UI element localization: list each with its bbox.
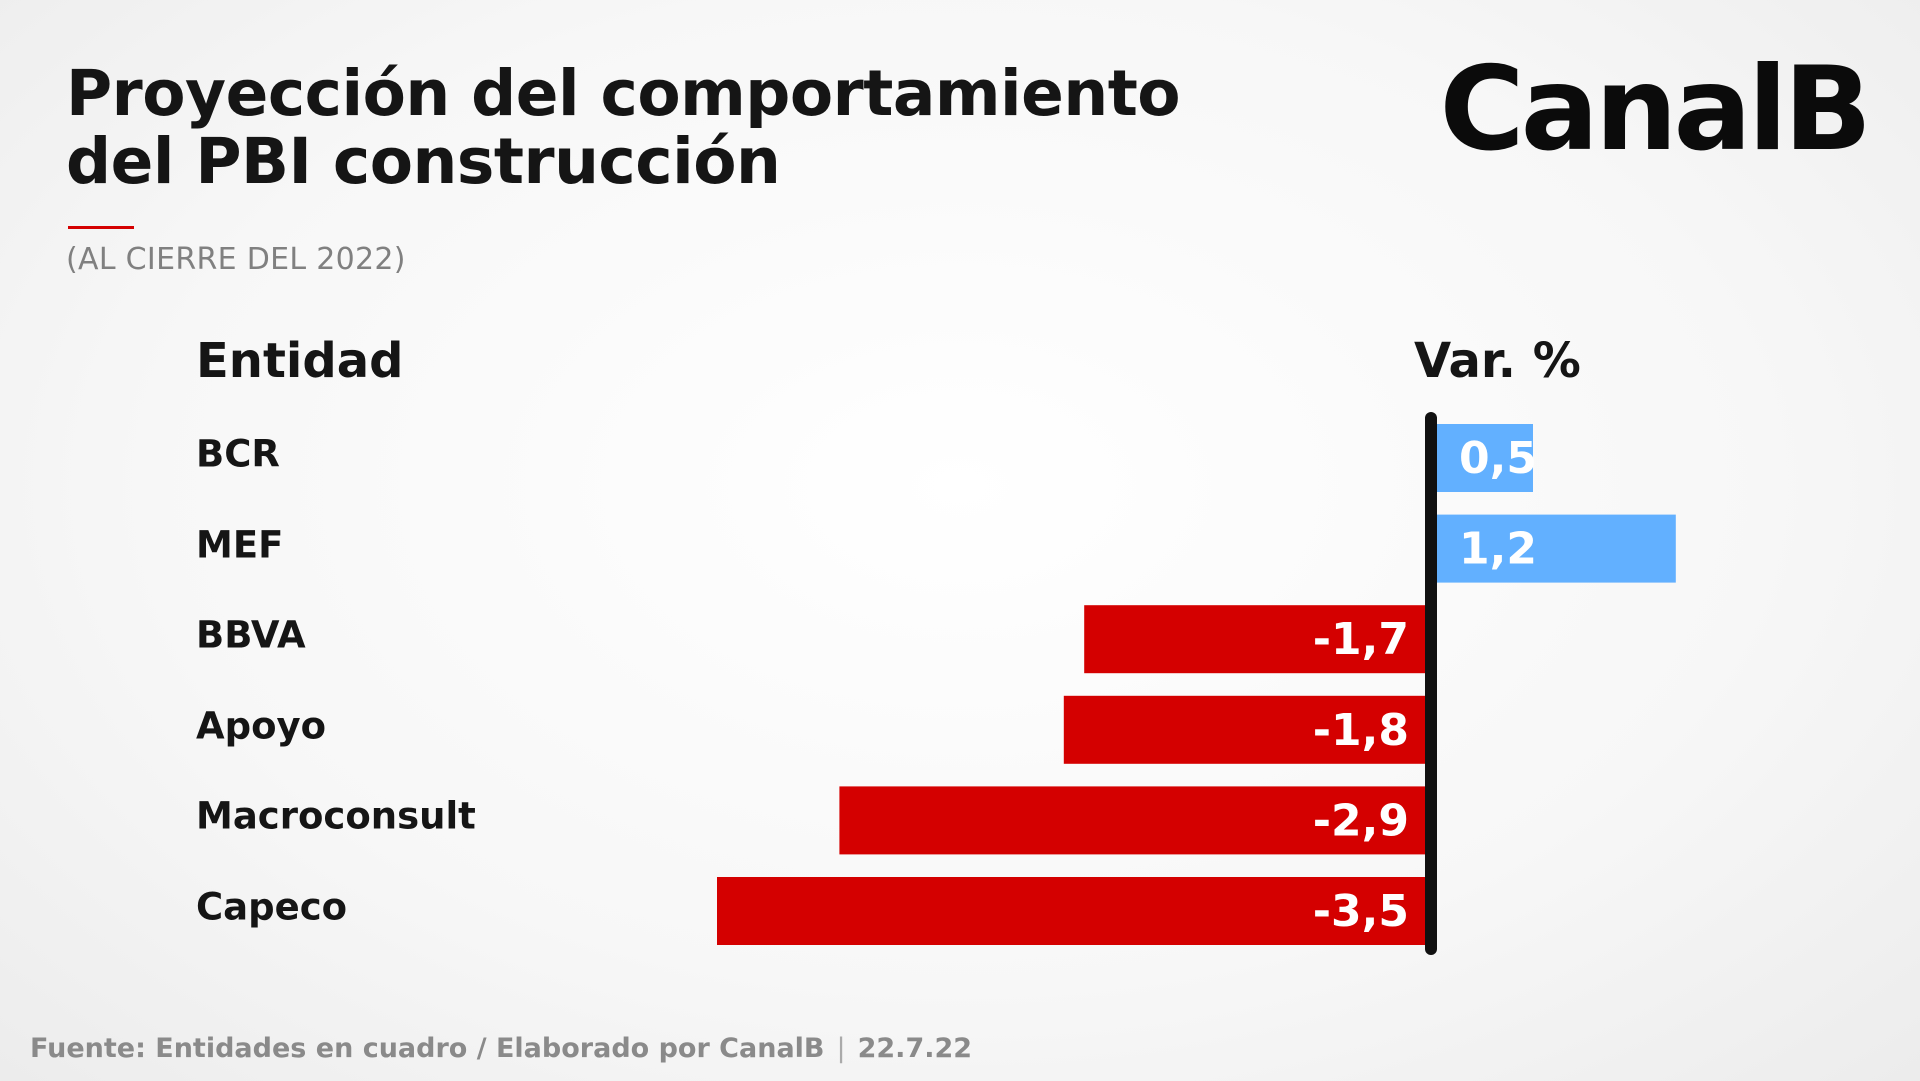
value-label-bbva: -1,7 — [1313, 614, 1409, 665]
value-label-capeco: -3,5 — [1313, 886, 1409, 937]
bar-capeco — [717, 877, 1431, 945]
brand-logo: CanalB — [1439, 42, 1872, 177]
bar-mef — [1431, 514, 1676, 583]
value-label-bcr: 0,5 — [1459, 433, 1537, 484]
category-label-capeco: Capeco — [196, 885, 348, 929]
footer-date: 22.7.22 — [857, 1033, 973, 1064]
chart-subtitle: (AL CIERRE DEL 2022) — [66, 242, 406, 277]
bar-bcr — [1431, 424, 1533, 492]
entity-column-header: Entidad — [196, 333, 404, 389]
bar-apoyo — [1063, 695, 1431, 764]
category-label-bcr: BCR — [196, 432, 280, 476]
category-label-bbva: BBVA — [196, 613, 306, 657]
value-label-macroconsult: -2,9 — [1313, 795, 1409, 846]
category-label-macroconsult: Macroconsult — [196, 794, 476, 838]
footer-source: Fuente: Entidades en cuadro / Elaborado … — [30, 1033, 825, 1064]
value-label-mef: 1,2 — [1459, 524, 1537, 575]
footer-separator: | — [836, 1033, 846, 1064]
bar-macroconsult — [839, 786, 1431, 855]
category-label-mef: MEF — [196, 523, 284, 567]
chart-title: Proyección del comportamiento del PBI co… — [66, 57, 1181, 198]
bar-bbva — [1084, 605, 1431, 674]
category-label-apoyo: Apoyo — [196, 704, 327, 748]
footer: Fuente: Entidades en cuadro / Elaborado … — [30, 1033, 972, 1064]
title-accent-line — [68, 226, 134, 229]
value-column-header: Var. % — [1414, 333, 1581, 389]
value-label-apoyo: -1,8 — [1313, 705, 1409, 756]
